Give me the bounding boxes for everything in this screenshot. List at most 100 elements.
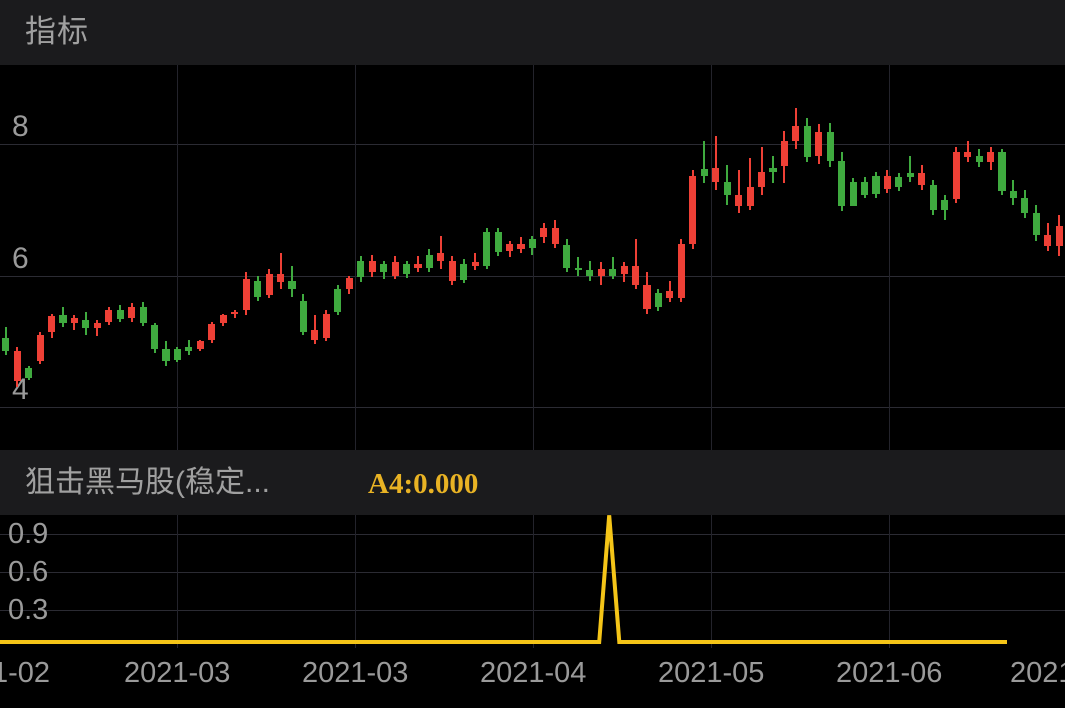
- candlestick-wick: [96, 320, 99, 337]
- candlestick: [861, 65, 869, 450]
- candlestick: [334, 65, 342, 450]
- candlestick-body: [929, 184, 937, 210]
- indicator-line-series: [0, 515, 1007, 644]
- candlestick-body: [345, 278, 353, 289]
- candlestick: [460, 65, 468, 450]
- candlestick: [299, 65, 307, 450]
- x-axis-labels: 1-02 2021-03 2021-03 2021-04 2021-05 2021-06 2…: [0, 648, 1065, 708]
- candlestick: [1021, 65, 1029, 450]
- candlestick-wick: [279, 252, 282, 289]
- candlestick-body: [551, 228, 559, 244]
- candlestick-body: [895, 176, 903, 188]
- gridline-vertical: [177, 515, 178, 648]
- candlestick-body: [712, 167, 720, 183]
- candlestick: [219, 65, 227, 450]
- candlestick-body: [13, 351, 21, 381]
- candlestick: [105, 65, 113, 450]
- candlestick: [735, 65, 743, 450]
- candlestick-body: [82, 319, 90, 329]
- candlestick-body: [219, 315, 227, 323]
- candlestick-body: [643, 285, 651, 309]
- candlestick: [93, 65, 101, 450]
- candlestick-wick: [749, 158, 752, 210]
- candlestick-wick: [577, 257, 580, 276]
- gridline-vertical: [711, 65, 712, 450]
- candlestick-body: [93, 322, 101, 329]
- candlestick-body: [872, 175, 880, 194]
- candlestick-body: [483, 232, 491, 267]
- candlestick-wick: [737, 170, 740, 214]
- candlestick-wick: [668, 280, 671, 302]
- candlestick: [975, 65, 983, 450]
- candlestick: [1032, 65, 1040, 450]
- candlestick-body: [677, 244, 685, 298]
- candlestick: [563, 65, 571, 450]
- candlestick-wick: [760, 147, 763, 196]
- candlestick-body: [128, 307, 136, 318]
- gridline-vertical: [355, 65, 356, 450]
- candlestick: [437, 65, 445, 450]
- y-axis-tick-label: 6: [12, 242, 29, 275]
- candlestick: [322, 65, 330, 450]
- candlestick-body: [964, 151, 972, 158]
- candlestick-body: [322, 313, 330, 339]
- candlestick: [25, 65, 33, 450]
- indicator-chart-panel[interactable]: 0.9 0.6 0.3: [0, 515, 1065, 648]
- indicator-header-bar[interactable]: 指标: [0, 0, 1065, 65]
- candlestick: [116, 65, 124, 450]
- candlestick-body: [906, 172, 914, 177]
- candlestick-body: [666, 291, 674, 298]
- candlestick: [185, 65, 193, 450]
- candlestick-body: [105, 309, 113, 322]
- candlestick-body: [826, 132, 834, 162]
- candlestick: [712, 65, 720, 450]
- gridline-vertical: [533, 65, 534, 450]
- candlestick-body: [265, 274, 273, 296]
- candlestick: [895, 65, 903, 450]
- candlestick: [723, 65, 731, 450]
- candlestick: [494, 65, 502, 450]
- candlestick: [666, 65, 674, 450]
- candlestick: [632, 65, 640, 450]
- candlestick-wick: [611, 257, 614, 279]
- candlestick-wick: [474, 252, 477, 271]
- candlestick-body: [586, 270, 594, 276]
- candlestick: [929, 65, 937, 450]
- candlestick-body: [723, 182, 731, 196]
- candlestick-body: [1009, 191, 1017, 198]
- x-axis-tick-label: 2021-03: [124, 657, 231, 689]
- candlestick-body: [277, 274, 285, 283]
- candlestick: [620, 65, 628, 450]
- gridline-horizontal: [0, 610, 1065, 611]
- candlestick-body: [689, 175, 697, 244]
- candlestick: [59, 65, 67, 450]
- candlestick-body: [861, 182, 869, 196]
- x-axis-tick-label: 2021-04: [480, 657, 587, 689]
- gridline-horizontal: [0, 407, 1065, 408]
- candlestick-body: [746, 186, 754, 206]
- candlestick: [849, 65, 857, 450]
- candlestick: [402, 65, 411, 450]
- candlestick: [551, 65, 559, 450]
- candlestick-body: [380, 263, 388, 272]
- candlestick-body: [998, 151, 1006, 192]
- candlestick-body: [735, 195, 743, 207]
- candlestick-body: [391, 262, 399, 276]
- sub-indicator-header-bar[interactable]: 狙击黑马股(稳定... A4:0.000: [0, 450, 1065, 515]
- gridline-horizontal: [0, 144, 1065, 145]
- candlestick-body: [528, 238, 537, 248]
- candlestick-body: [299, 300, 307, 332]
- candlestick-body: [414, 263, 422, 268]
- candlestick: [471, 65, 479, 450]
- candlestick: [803, 65, 811, 450]
- candlestick: [769, 65, 777, 450]
- candlestick: [506, 65, 514, 450]
- candlestick: [380, 65, 388, 450]
- candlestick-body: [803, 125, 811, 158]
- gridline-horizontal: [0, 534, 1065, 535]
- candlestick: [906, 65, 914, 450]
- candlestick: [780, 65, 788, 450]
- candlestick: [231, 65, 239, 450]
